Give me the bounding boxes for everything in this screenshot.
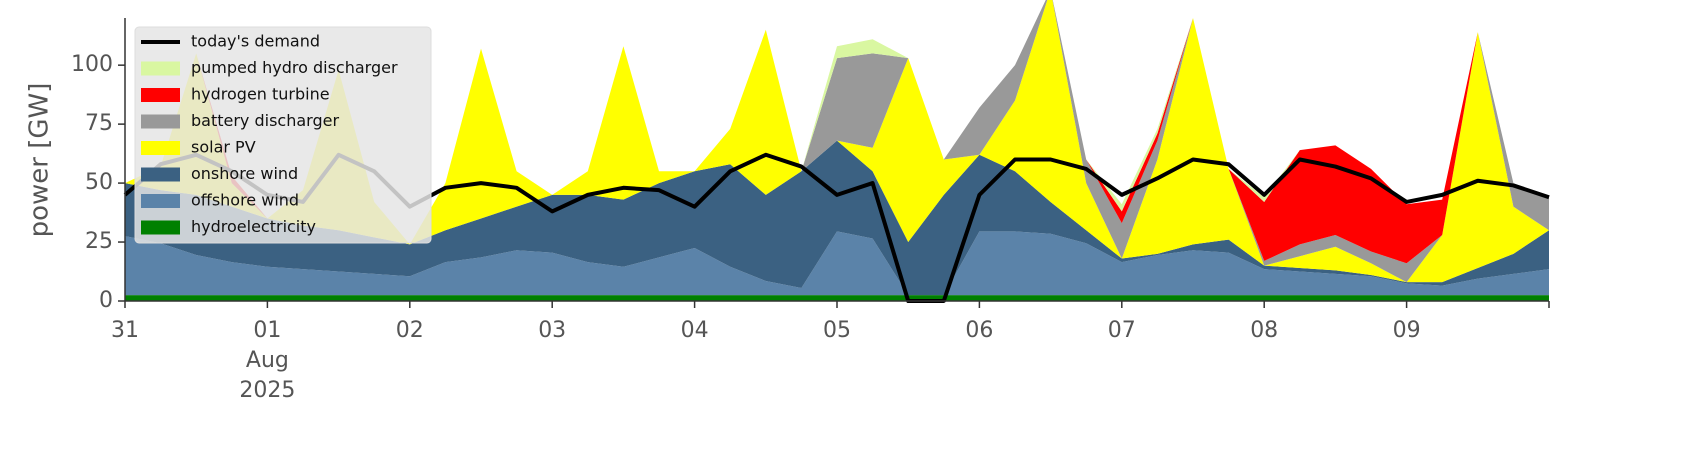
y-tick-label: 50	[85, 170, 113, 195]
legend-label: onshore wind	[191, 164, 298, 183]
y-tick-label: 75	[85, 111, 113, 136]
x-tick-label-line: 03	[538, 318, 566, 343]
x-tick-label: 09	[1393, 318, 1421, 343]
x-tick-label-line: 2025	[239, 378, 295, 403]
x-tick-label: 02	[396, 318, 424, 343]
legend-swatch	[141, 114, 180, 129]
legend-label: hydrogen turbine	[191, 85, 330, 104]
legend: today's demand pumped hydro discharger hyd…	[134, 26, 432, 244]
x-tick-label-line: 08	[1250, 318, 1278, 343]
area	[125, 0, 1549, 245]
area	[125, 295, 1549, 301]
x-tick-label-line: 31	[111, 318, 139, 343]
x-tick-label: 31	[111, 318, 139, 343]
x-tick-label: 03	[538, 318, 566, 343]
y-axis-label: power [GW]	[25, 83, 55, 238]
legend-label: offshore wind	[191, 191, 299, 210]
area	[125, 0, 1549, 264]
x-tick-label-line: 07	[1108, 318, 1136, 343]
x-tick-label: 06	[965, 318, 993, 343]
x-tick-label: 05	[823, 318, 851, 343]
y-tick-label: 100	[71, 52, 113, 77]
area	[125, 140, 1549, 296]
x-tick-label: 01 Aug 2025	[239, 318, 295, 403]
legend-label: hydroelectricity	[191, 217, 316, 236]
x-tick-label-line: 04	[681, 318, 709, 343]
legend-swatch	[141, 141, 180, 155]
x-tick-label-line: 05	[823, 318, 851, 343]
legend-swatch	[141, 220, 180, 235]
legend-box	[134, 26, 432, 244]
legend-swatch	[141, 88, 180, 102]
area	[125, 231, 1549, 296]
legend-label: pumped hydro discharger	[191, 58, 398, 77]
legend-label: solar PV	[191, 138, 256, 157]
x-tick-label-line: 02	[396, 318, 424, 343]
legend-swatch	[141, 61, 180, 76]
x-tick-label-line: 06	[965, 318, 993, 343]
legend-swatch	[141, 167, 180, 182]
y-tick-label: 0	[99, 288, 113, 313]
x-tick-label-line: 01	[253, 318, 281, 343]
legend-swatch	[141, 194, 180, 208]
y-tick-label: 25	[85, 229, 113, 254]
x-tick-label: 04	[681, 318, 709, 343]
x-tick-label: 07	[1108, 318, 1136, 343]
area	[125, 0, 1549, 283]
x-tick-label: 08	[1250, 318, 1278, 343]
x-tick-label-line: 09	[1393, 318, 1421, 343]
legend-label: today's demand	[191, 32, 320, 51]
x-tick-label-line: Aug	[246, 348, 289, 373]
legend-label: battery discharger	[191, 111, 339, 130]
